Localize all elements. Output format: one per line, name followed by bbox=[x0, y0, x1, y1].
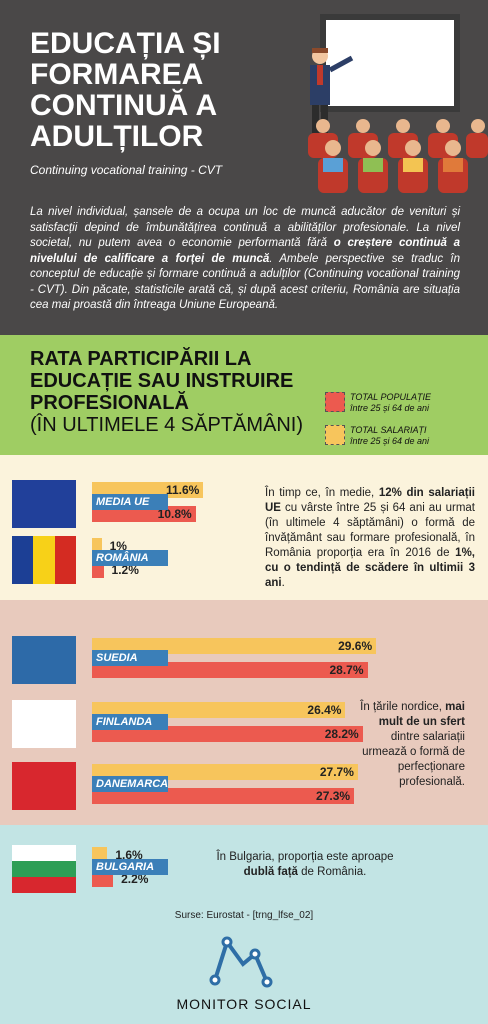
bar bbox=[92, 562, 104, 578]
legend-label: TOTAL POPULAȚIE bbox=[350, 392, 432, 402]
country-label: ROMÂNIA bbox=[92, 550, 168, 566]
country-label: MEDIA UE bbox=[92, 494, 168, 510]
flag-stripe bbox=[33, 536, 55, 584]
text-run: dublă față bbox=[243, 866, 298, 878]
value-label: 28.2% bbox=[324, 727, 359, 741]
note: În țările nordice, mai mult de un sfert … bbox=[360, 700, 465, 790]
legend-swatch bbox=[325, 425, 345, 445]
title: EDUCAȚIA ȘI FORMAREA CONTINUĂ A ADULȚILOR bbox=[30, 28, 221, 152]
bar bbox=[92, 788, 355, 804]
flag-stripe bbox=[12, 700, 76, 748]
bar bbox=[92, 506, 196, 522]
title-line: CONTINUĂ A bbox=[30, 89, 218, 122]
flag-stripe bbox=[12, 762, 76, 810]
legend-swatch bbox=[325, 392, 345, 412]
bar bbox=[92, 726, 363, 742]
flag-stripe bbox=[12, 861, 76, 877]
value-label: 26.4% bbox=[307, 703, 342, 717]
text-run: dintre salariații urmează o formă de per… bbox=[362, 731, 465, 788]
flag bbox=[12, 700, 76, 748]
flag bbox=[12, 762, 76, 810]
brand: MONITOR SOCIAL bbox=[176, 996, 312, 1012]
logo bbox=[209, 936, 273, 988]
title-line: (ÎN ULTIMELE 4 SĂPTĂMÂNI) bbox=[30, 414, 304, 436]
flag-stripe bbox=[12, 845, 76, 861]
intro: La nivel individual, șansele de a ocupa … bbox=[30, 205, 460, 314]
text-run: cu vârste între 25 și 64 ani au urmat (î… bbox=[265, 502, 475, 559]
section-bg bbox=[0, 335, 488, 455]
flag-stripe bbox=[12, 636, 76, 684]
value-label: 1.2% bbox=[111, 563, 139, 577]
title-line: EDUCAȚIA ȘI bbox=[30, 27, 221, 60]
value-label: 27.7% bbox=[319, 765, 354, 779]
flag-stripe bbox=[12, 877, 76, 893]
note: În timp ce, în medie, 12% din salariații… bbox=[265, 486, 475, 591]
title-line: PROFESIONALĂ bbox=[30, 392, 189, 414]
title-line: EDUCAȚIE SAU INSTRUIRE bbox=[30, 370, 294, 392]
value-label: 27.3% bbox=[316, 789, 351, 803]
illustration bbox=[308, 14, 488, 193]
flag bbox=[12, 536, 76, 584]
text-run: . Ambele perspective se traduc în concep… bbox=[30, 252, 460, 312]
text-run: În timp ce, în medie, bbox=[265, 487, 379, 499]
value-label: 1.6% bbox=[115, 848, 143, 862]
group-bg bbox=[0, 825, 488, 1024]
title-line: FORMAREA bbox=[30, 58, 204, 91]
country-label: SUEDIA bbox=[92, 650, 168, 666]
section-title: RATA PARTICIPĂRII LA EDUCAȚIE SAU INSTRUI… bbox=[30, 348, 303, 436]
flag-stripe bbox=[12, 480, 76, 528]
group-bg bbox=[0, 455, 488, 600]
value-label: 29.6% bbox=[338, 639, 373, 653]
bar bbox=[92, 662, 368, 678]
text-run: În țările nordice, bbox=[360, 701, 446, 713]
text-run: mai mult de un sfert bbox=[378, 701, 465, 728]
country-label: BULGARIA bbox=[92, 859, 168, 875]
legend-sublabel: între 25 și 64 de ani bbox=[350, 436, 430, 446]
source: Surse: Eurostat - [trng_lfse_02] bbox=[174, 910, 314, 921]
value-label: 1% bbox=[109, 539, 127, 553]
text-run: 12% din salariații UE bbox=[265, 487, 475, 514]
flag bbox=[12, 480, 76, 528]
bar bbox=[92, 871, 114, 887]
value-label: 10.8% bbox=[157, 507, 192, 521]
text-run: de România. bbox=[297, 866, 367, 878]
subtitle: Continuing vocational training - CVT bbox=[30, 163, 223, 177]
text-run: În Bulgaria, proporția este aproape bbox=[216, 851, 394, 863]
legend-label: TOTAL SALARIAȚI bbox=[350, 425, 427, 435]
text-run: La nivel individual, șansele de a ocupa … bbox=[30, 206, 460, 249]
value-label: 11.6% bbox=[165, 483, 200, 497]
title-line: RATA PARTICIPĂRII LA bbox=[30, 348, 252, 370]
flag-stripe bbox=[54, 536, 76, 584]
note: În Bulgaria, proporția este aproape dubl… bbox=[210, 850, 400, 880]
flag bbox=[12, 845, 76, 893]
text-run: . bbox=[281, 577, 285, 589]
value-label: 2.2% bbox=[121, 872, 149, 886]
country-label: FINLANDA bbox=[92, 714, 168, 730]
flag-stripe bbox=[12, 536, 34, 584]
title-line: ADULȚILOR bbox=[30, 120, 204, 153]
legend-sublabel: între 25 și 64 de ani bbox=[350, 403, 430, 413]
country-label: DANEMARCA bbox=[92, 776, 168, 792]
flag bbox=[12, 636, 76, 684]
text-run: o creștere continuă a nivelului de calif… bbox=[30, 237, 460, 265]
value-label: 28.7% bbox=[329, 663, 364, 677]
text-run: 1%, cu o tendință de scădere în ultimii … bbox=[265, 547, 475, 589]
bar bbox=[92, 538, 102, 554]
